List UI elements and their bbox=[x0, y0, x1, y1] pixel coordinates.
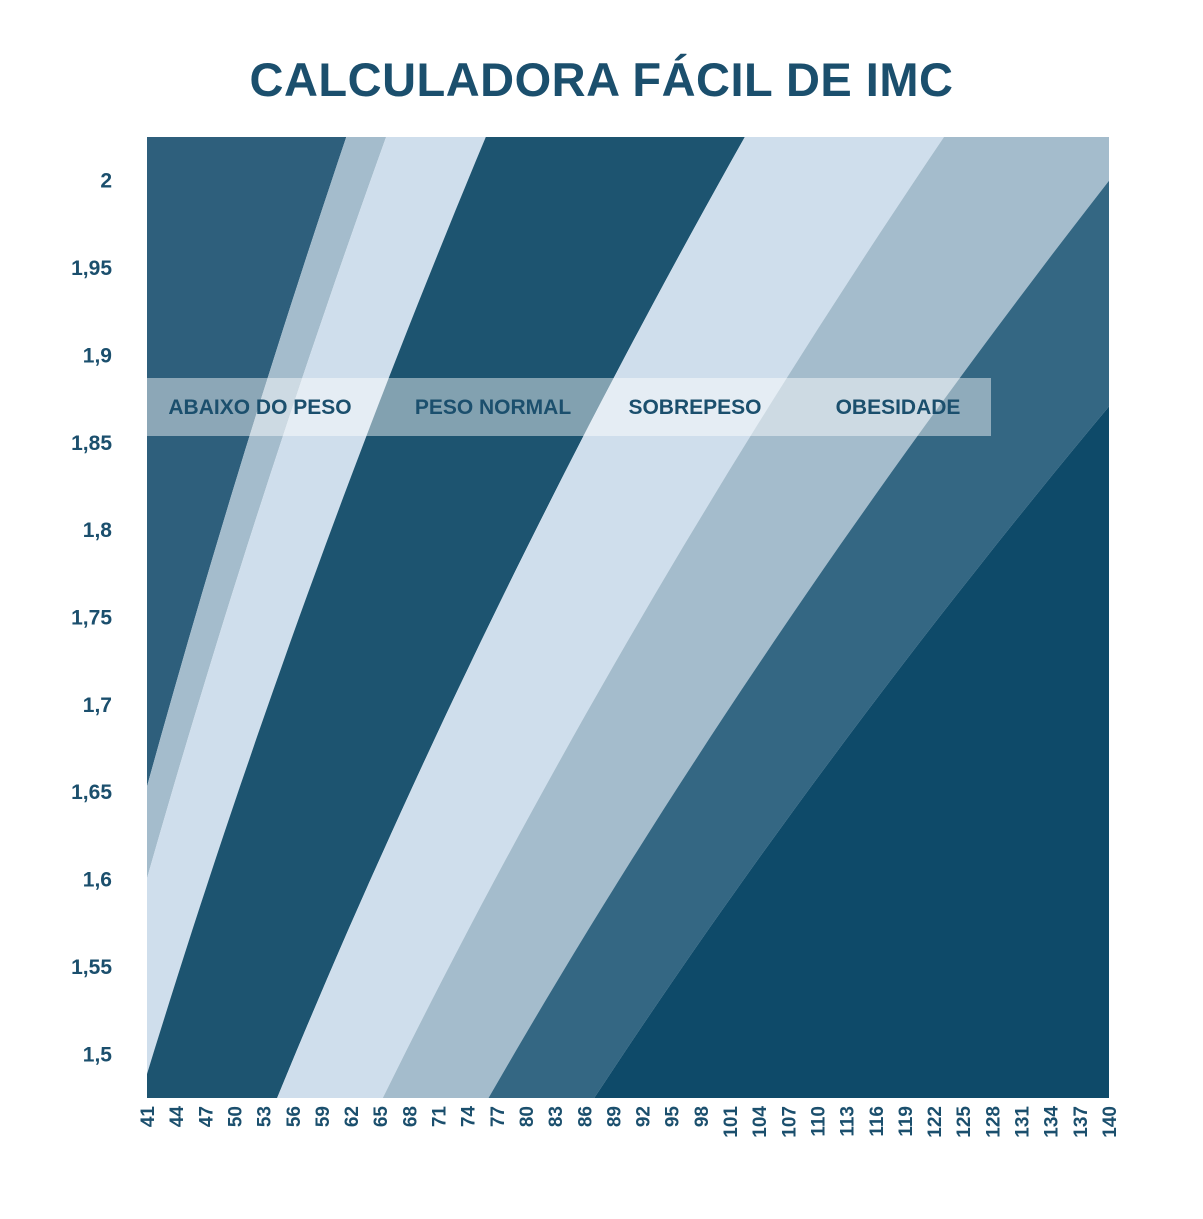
category-label: ABAIXO DO PESO bbox=[168, 396, 351, 419]
y-tick-label: 1,5 bbox=[83, 1043, 113, 1066]
x-tick-label: 86 bbox=[575, 1106, 596, 1127]
x-tick-label: 131 bbox=[1013, 1106, 1034, 1138]
chart-title: CALCULADORA FÁCIL DE IMC bbox=[249, 53, 954, 106]
x-tick-label: 50 bbox=[226, 1106, 247, 1127]
category-label: PESO NORMAL bbox=[415, 396, 572, 419]
x-tick-label: 119 bbox=[896, 1106, 917, 1137]
bmi-band-8 bbox=[594, 406, 1109, 1098]
category-label: SOBREPESO bbox=[628, 396, 761, 419]
x-tick-label: 125 bbox=[954, 1106, 975, 1138]
x-tick-label: 47 bbox=[196, 1106, 217, 1127]
bmi-band-1 bbox=[147, 137, 347, 787]
x-tick-label: 68 bbox=[400, 1106, 421, 1127]
x-tick-label: 107 bbox=[779, 1106, 800, 1138]
x-tick-label: 65 bbox=[371, 1106, 392, 1128]
category-legend: ABAIXO DO PESO PESO NORMAL SOBREPESO OBESID… bbox=[147, 378, 991, 436]
x-tick-label: 110 bbox=[809, 1106, 830, 1137]
x-axis: 41 44 47 50 53 56 59 62 65 68 71 74 77 80 83 86 89 92 95 98… bbox=[138, 1106, 1121, 1138]
y-tick-label: 1,85 bbox=[71, 432, 112, 455]
y-tick-label: 1,75 bbox=[71, 607, 112, 630]
x-tick-label: 101 bbox=[721, 1106, 742, 1138]
x-tick-label: 113 bbox=[838, 1106, 859, 1137]
y-tick-label: 1,55 bbox=[71, 956, 112, 979]
y-tick-label: 2 bbox=[100, 170, 112, 193]
bmi-band-7 bbox=[488, 180, 1109, 1098]
x-tick-label: 122 bbox=[925, 1106, 946, 1138]
x-tick-label: 44 bbox=[167, 1106, 188, 1128]
y-tick-label: 1,6 bbox=[83, 869, 112, 892]
category-label: OBESIDADE bbox=[836, 396, 961, 419]
x-tick-label: 53 bbox=[255, 1106, 276, 1127]
y-tick-label: 1,7 bbox=[83, 694, 112, 717]
y-tick-label: 1,9 bbox=[83, 344, 112, 367]
y-tick-label: 1,8 bbox=[83, 519, 113, 542]
x-tick-label: 128 bbox=[983, 1106, 1004, 1138]
bmi-bands bbox=[147, 137, 1109, 1098]
bmi-band-5 bbox=[277, 137, 945, 1098]
legend-strip-background bbox=[147, 378, 991, 436]
x-tick-label: 95 bbox=[663, 1106, 684, 1128]
bmi-band-4 bbox=[147, 137, 745, 1098]
x-tick-label: 56 bbox=[284, 1106, 305, 1127]
x-tick-label: 41 bbox=[138, 1106, 159, 1128]
x-tick-label: 80 bbox=[517, 1106, 538, 1127]
x-tick-label: 104 bbox=[750, 1106, 771, 1138]
bmi-band-6 bbox=[382, 137, 1109, 1098]
x-tick-label: 92 bbox=[634, 1106, 655, 1127]
y-axis: 2 1,95 1,9 1,85 1,8 1,75 1,7 1,65 1,6 1,55 1,5 bbox=[71, 170, 112, 1067]
x-tick-label: 83 bbox=[546, 1106, 567, 1127]
x-tick-label: 140 bbox=[1100, 1106, 1121, 1138]
x-tick-label: 116 bbox=[867, 1106, 888, 1137]
x-tick-label: 71 bbox=[430, 1106, 451, 1128]
x-tick-label: 89 bbox=[604, 1106, 625, 1127]
x-tick-label: 134 bbox=[1042, 1106, 1063, 1138]
x-tick-label: 59 bbox=[313, 1106, 334, 1127]
x-tick-label: 62 bbox=[342, 1106, 363, 1127]
x-tick-label: 74 bbox=[459, 1106, 480, 1128]
x-tick-label: 137 bbox=[1071, 1106, 1092, 1138]
y-tick-label: 1,65 bbox=[71, 781, 112, 804]
x-tick-label: 77 bbox=[488, 1106, 509, 1127]
x-tick-label: 98 bbox=[692, 1106, 713, 1127]
y-tick-label: 1,95 bbox=[71, 257, 112, 280]
